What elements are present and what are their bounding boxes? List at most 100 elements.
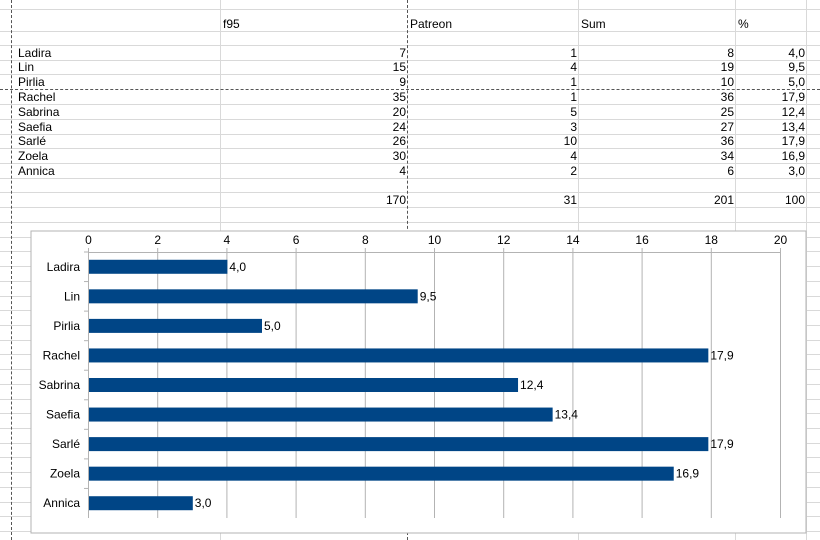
row-percent[interactable]: 3,0 xyxy=(788,164,805,178)
row-name[interactable]: Ladira xyxy=(18,46,52,60)
row-name[interactable]: Rachel xyxy=(18,90,56,104)
row-sum[interactable]: 36 xyxy=(720,90,734,104)
row-sum[interactable]: 6 xyxy=(727,164,734,178)
data-label: 17,9 xyxy=(710,348,734,362)
row-f95[interactable]: 26 xyxy=(392,134,406,148)
x-tick-label: 8 xyxy=(362,233,369,247)
row-patreon[interactable]: 2 xyxy=(570,164,577,178)
row-patreon[interactable]: 4 xyxy=(570,149,577,163)
x-tick-label: 12 xyxy=(497,233,511,247)
page-break-line xyxy=(11,0,12,540)
total-patreon[interactable]: 31 xyxy=(563,193,577,207)
row-gridline xyxy=(0,207,820,208)
row-f95[interactable]: 15 xyxy=(392,60,406,74)
row-f95[interactable]: 35 xyxy=(392,90,406,104)
data-label: 17,9 xyxy=(710,437,734,451)
row-sum[interactable]: 8 xyxy=(727,46,734,60)
chart-bars xyxy=(89,259,709,511)
data-label: 16,9 xyxy=(676,467,700,481)
row-sum[interactable]: 19 xyxy=(720,60,734,74)
row-patreon[interactable]: 3 xyxy=(570,120,577,134)
row-percent[interactable]: 13,4 xyxy=(781,120,805,134)
data-label: 3,0 xyxy=(195,496,212,510)
row-sum[interactable]: 27 xyxy=(720,120,734,134)
row-f95[interactable]: 30 xyxy=(392,149,406,163)
row-gridline xyxy=(0,104,820,105)
row-f95[interactable]: 24 xyxy=(392,120,406,134)
total-f95[interactable]: 170 xyxy=(385,193,406,207)
bar[interactable] xyxy=(89,466,674,481)
bar[interactable] xyxy=(89,318,262,333)
category-label: Sabrina xyxy=(39,378,81,392)
row-gridline xyxy=(0,60,820,61)
category-label: Lin xyxy=(64,289,80,303)
x-tick-label: 16 xyxy=(635,233,649,247)
bar[interactable] xyxy=(89,407,553,422)
category-label: Saefia xyxy=(46,408,80,422)
x-tick-label: 14 xyxy=(566,233,580,247)
row-percent[interactable]: 17,9 xyxy=(781,90,805,104)
header-patreon[interactable]: Patreon xyxy=(410,17,453,31)
row-patreon[interactable]: 4 xyxy=(570,60,577,74)
row-percent[interactable]: 5,0 xyxy=(788,75,805,89)
header-f95[interactable]: f95 xyxy=(223,17,240,31)
row-percent[interactable]: 4,0 xyxy=(788,46,805,60)
row-percent[interactable]: 12,4 xyxy=(781,105,805,119)
x-tick-label: 4 xyxy=(224,233,231,247)
row-name[interactable]: Sabrina xyxy=(18,105,60,119)
bar[interactable] xyxy=(89,378,519,392)
row-f95[interactable]: 20 xyxy=(392,105,406,119)
bar[interactable] xyxy=(89,259,228,274)
row-gridline xyxy=(0,148,820,149)
x-tick-label: 2 xyxy=(154,233,161,247)
row-gridline xyxy=(0,222,820,223)
data-label: 4,0 xyxy=(229,260,246,274)
x-tick-label: 10 xyxy=(428,233,442,247)
header-percent[interactable]: % xyxy=(738,17,749,31)
row-patreon[interactable]: 5 xyxy=(570,105,577,119)
x-tick-label: 0 xyxy=(85,233,92,247)
row-sum[interactable]: 10 xyxy=(720,75,734,89)
row-patreon[interactable]: 10 xyxy=(563,134,577,148)
row-sum[interactable]: 34 xyxy=(720,149,734,163)
row-percent[interactable]: 16,9 xyxy=(781,149,805,163)
row-percent[interactable]: 9,5 xyxy=(788,60,805,74)
bar[interactable] xyxy=(89,289,418,304)
row-gridline xyxy=(0,119,820,120)
row-gridline xyxy=(0,31,820,32)
category-label: Pirlia xyxy=(53,319,80,333)
row-name[interactable]: Sarlé xyxy=(18,134,47,148)
row-gridline xyxy=(0,163,820,164)
category-label: Sarlé xyxy=(52,437,80,451)
row-f95[interactable]: 9 xyxy=(399,75,406,89)
chart-axes xyxy=(84,248,781,518)
row-gridline xyxy=(0,192,820,193)
row-sum[interactable]: 25 xyxy=(720,105,734,119)
row-name[interactable]: Lin xyxy=(18,60,35,74)
bar[interactable] xyxy=(89,496,193,511)
total-percent[interactable]: 100 xyxy=(784,193,805,207)
row-f95[interactable]: 4 xyxy=(399,164,406,178)
data-label: 13,4 xyxy=(555,408,579,422)
bar[interactable] xyxy=(89,437,709,452)
row-f95[interactable]: 7 xyxy=(399,46,406,60)
bar[interactable] xyxy=(89,348,709,363)
header-sum[interactable]: Sum xyxy=(581,17,606,31)
row-gridline xyxy=(0,178,820,179)
row-percent[interactable]: 17,9 xyxy=(781,134,805,148)
row-patreon[interactable]: 1 xyxy=(570,46,577,60)
row-name[interactable]: Annica xyxy=(18,164,55,178)
row-name[interactable]: Pirlia xyxy=(18,75,45,89)
row-gridline xyxy=(0,45,820,46)
row-name[interactable]: Zoela xyxy=(18,149,49,163)
x-tick-label: 6 xyxy=(293,233,300,247)
data-label: 5,0 xyxy=(264,319,281,333)
row-sum[interactable]: 36 xyxy=(720,134,734,148)
row-name[interactable]: Saefia xyxy=(18,120,53,134)
total-sum[interactable]: 201 xyxy=(713,193,734,207)
row-patreon[interactable]: 1 xyxy=(570,75,577,89)
row-patreon[interactable]: 1 xyxy=(570,90,577,104)
data-label: 12,4 xyxy=(520,378,544,392)
data-label: 9,5 xyxy=(420,289,437,303)
